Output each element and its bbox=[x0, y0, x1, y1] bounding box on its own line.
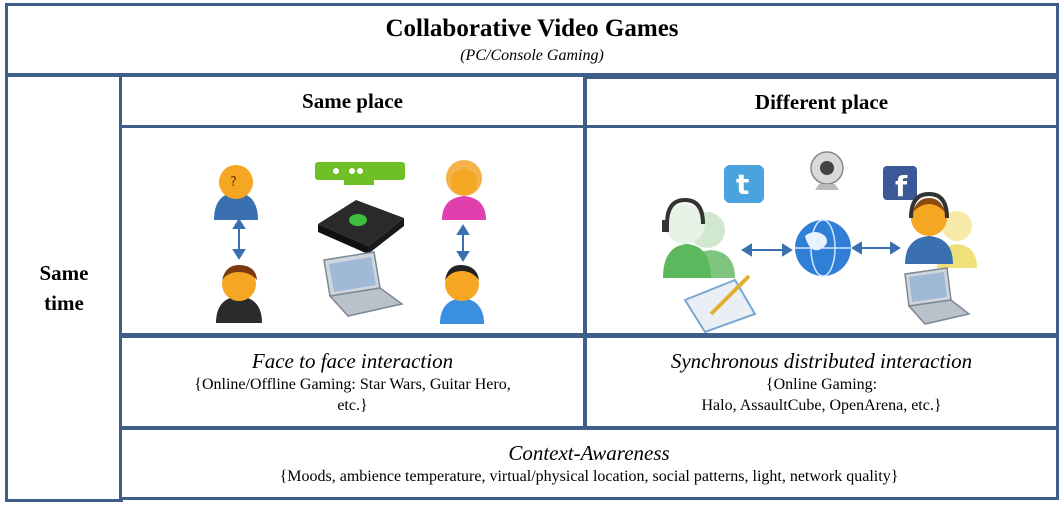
same-place-detail-line1: {Online/Offline Gaming: Star Wars, Guita… bbox=[194, 375, 511, 393]
double-arrow-icon bbox=[456, 224, 470, 262]
twitter-icon: t bbox=[724, 165, 764, 203]
laptop-icon bbox=[904, 267, 971, 325]
title-box: Collaborative Video Games (PC/Console Ga… bbox=[5, 3, 1059, 76]
facebook-icon: f bbox=[883, 166, 917, 203]
double-arrow-icon bbox=[741, 241, 901, 257]
column-header-same-place: Same place bbox=[119, 74, 586, 128]
double-arrow-icon bbox=[232, 218, 246, 260]
svg-text:?: ? bbox=[230, 175, 237, 190]
different-place-illustration: t f bbox=[584, 125, 1059, 336]
globe-icon bbox=[795, 219, 851, 277]
game-console-icon bbox=[318, 200, 404, 254]
context-title: Context-Awareness bbox=[508, 440, 670, 465]
same-place-detail-line2: etc.} bbox=[337, 396, 368, 414]
headset-users-icon bbox=[662, 197, 735, 278]
context-detail: {Moods, ambience temperature, virtual/ph… bbox=[279, 467, 899, 485]
different-place-caption-box: Synchronous distributed interaction {Onl… bbox=[584, 335, 1059, 429]
column-header-different-place: Different place bbox=[584, 76, 1059, 128]
column-header-label: Same place bbox=[302, 88, 403, 113]
context-awareness-box: Context-Awareness {Moods, ambience tempe… bbox=[119, 427, 1059, 500]
row-header-line2: time bbox=[44, 291, 84, 315]
different-place-caption: Synchronous distributed interaction bbox=[670, 348, 973, 373]
same-place-caption: Face to face interaction bbox=[251, 348, 454, 373]
row-header-box: Same time bbox=[5, 74, 123, 502]
row-header-line1: Same bbox=[39, 261, 89, 285]
diagram-title: Collaborative Video Games bbox=[385, 14, 679, 42]
user-black-hair-icon bbox=[440, 264, 484, 324]
user-male-icon: ? bbox=[214, 165, 258, 220]
svg-text:f: f bbox=[895, 170, 908, 203]
user-brown-hair-icon bbox=[216, 264, 262, 323]
diagram-subtitle: (PC/Console Gaming) bbox=[460, 46, 604, 64]
different-place-detail-line1: {Online Gaming: bbox=[765, 375, 878, 393]
kinect-sensor-icon bbox=[315, 162, 405, 185]
same-place-caption-box: Face to face interaction {Online/Offline… bbox=[119, 335, 586, 429]
headset-user-icon bbox=[905, 191, 977, 268]
different-place-detail-line2: Halo, AssaultCube, OpenArena, etc.} bbox=[701, 396, 942, 414]
tablet-pen-icon bbox=[683, 274, 757, 333]
user-female-icon bbox=[442, 160, 486, 220]
column-header-label: Different place bbox=[754, 89, 889, 114]
same-place-illustration: ? bbox=[119, 125, 586, 336]
webcam-icon bbox=[810, 151, 844, 190]
laptop-icon bbox=[323, 251, 404, 317]
svg-text:t: t bbox=[736, 168, 749, 201]
